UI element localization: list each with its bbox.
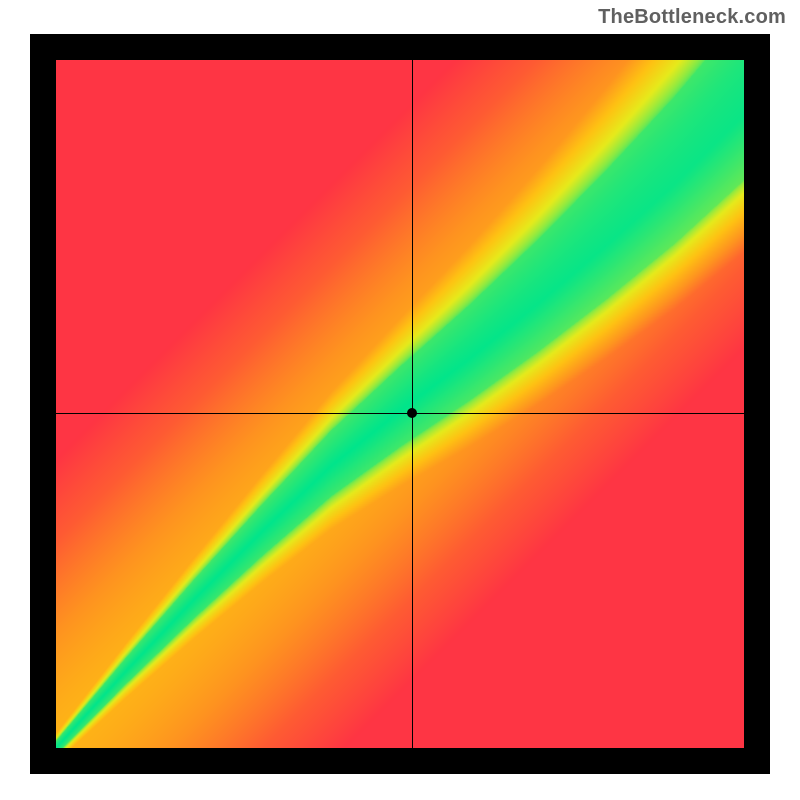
plot-area	[56, 60, 744, 748]
plot-frame	[30, 34, 770, 774]
crosshair-vertical	[412, 60, 413, 748]
crosshair-horizontal	[56, 413, 744, 414]
heatmap-canvas	[56, 60, 744, 748]
attribution-text: TheBottleneck.com	[598, 6, 786, 29]
marker-dot	[407, 408, 417, 418]
chart-container: TheBottleneck.com	[0, 0, 800, 800]
